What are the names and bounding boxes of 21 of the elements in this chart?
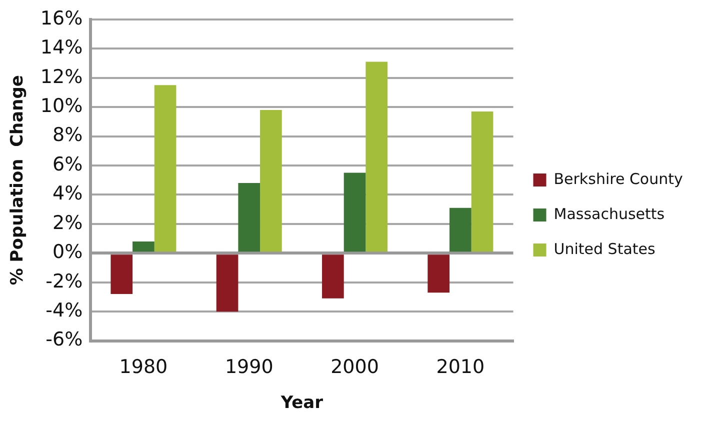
- y-tick-label: 10%: [40, 94, 83, 117]
- y-tick-label: -6%: [46, 328, 83, 351]
- legend-label: United States: [554, 240, 656, 258]
- y-tick-label: 6%: [52, 153, 83, 176]
- y-axis-title: % Population Change: [8, 75, 28, 286]
- y-tick-label: -2%: [46, 270, 83, 292]
- x-tick-label: 1990: [224, 356, 274, 378]
- legend-label: Massachusetts: [554, 204, 665, 223]
- y-tick-label: -4%: [46, 300, 83, 322]
- y-tick-label: 8%: [52, 124, 83, 146]
- y-tick-label: 16%: [40, 7, 83, 30]
- y-tick-label: 14%: [40, 36, 83, 59]
- x-tick-label: 2000: [330, 356, 379, 378]
- y-tick-label: 4%: [52, 182, 83, 205]
- x-tick-label: 1980: [119, 356, 168, 378]
- y-tick-label: 0%: [52, 241, 83, 264]
- x-axis-title: Year: [280, 393, 324, 414]
- y-tick-label: 2%: [52, 212, 83, 234]
- x-tick-label: 2010: [436, 356, 485, 378]
- y-tick-label: 12%: [40, 66, 83, 88]
- legend-label: Berkshire County: [554, 170, 683, 188]
